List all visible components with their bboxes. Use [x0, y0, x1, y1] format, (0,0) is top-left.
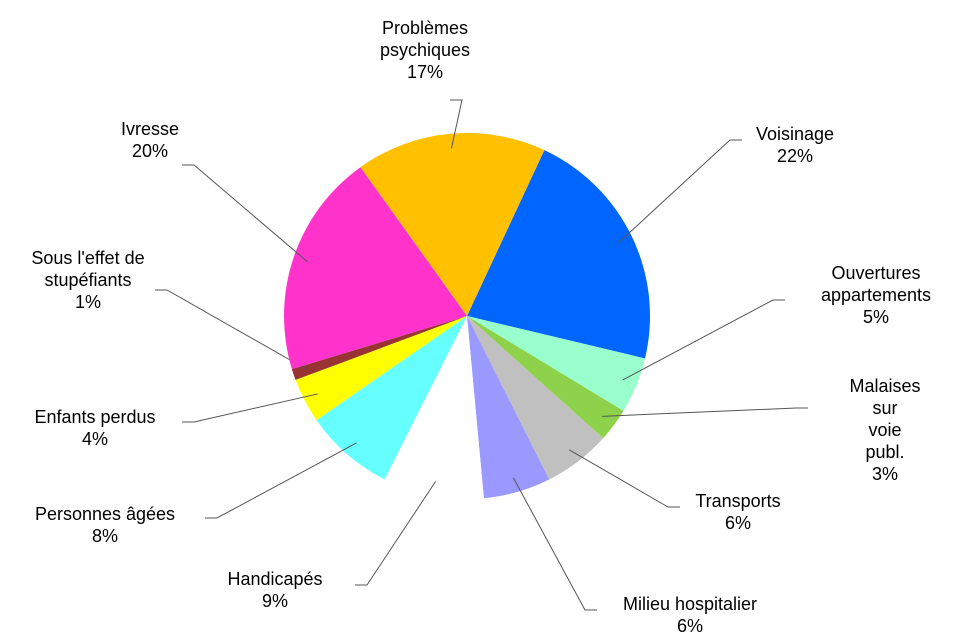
leader-line: [622, 299, 785, 381]
category-name: Problèmes psychiques: [379, 18, 471, 60]
pie-slice: [467, 150, 650, 359]
pie-slice: [295, 316, 467, 421]
category-name: Enfants perdus: [34, 407, 156, 427]
pie-slice: [467, 316, 624, 439]
category-name: Voisinage: [755, 124, 835, 144]
pie-slice: [467, 316, 550, 499]
percent-label: 5%: [862, 307, 890, 327]
category-name: Milieu hospitalier: [622, 594, 758, 614]
leader-line: [155, 289, 308, 371]
pie-slice: [467, 316, 646, 411]
pie-slice: [291, 316, 467, 380]
percent-label: 9%: [261, 591, 288, 611]
leader-line: [512, 477, 597, 611]
leader-line: [205, 442, 357, 519]
slice-label: Malaises sur voie publ. 3%: [849, 375, 920, 485]
category-name: Sous l'effet de stupéfiants: [31, 248, 145, 290]
category-name: Malaises sur voie publ.: [849, 376, 921, 462]
percent-label: 17%: [406, 62, 444, 82]
leader-line: [618, 139, 742, 244]
category-name: Handicapés: [227, 569, 323, 589]
leader-line: [355, 481, 437, 586]
slice-label: Sous l'effet de stupéfiants 1%: [31, 247, 144, 313]
category-name: Transports: [695, 491, 781, 511]
percent-label: 6%: [676, 616, 703, 636]
leader-line: [182, 393, 318, 423]
pie-slice: [316, 316, 467, 480]
slice-label: Ivresse 20%: [121, 118, 179, 162]
percent-label: 20%: [131, 141, 169, 161]
slice-label: Milieu hospitalier 6%: [623, 593, 757, 637]
percent-label: 8%: [91, 526, 119, 546]
pie-slice: [384, 316, 484, 499]
pie-slice: [284, 167, 467, 370]
percent-label: 3%: [871, 464, 898, 484]
percent-label: 1%: [74, 292, 101, 312]
slice-label: Ouvertures appartements 5%: [821, 262, 931, 328]
pie-slice: [467, 316, 604, 480]
slice-label: Transports 6%: [695, 490, 780, 534]
pie-slice: [360, 132, 545, 316]
percent-label: 22%: [776, 146, 814, 166]
leader-line: [182, 164, 308, 263]
category-name: Personnes âgées: [34, 504, 176, 524]
leader-line: [602, 407, 808, 417]
slice-label: Voisinage 22%: [756, 123, 834, 167]
category-name: Ivresse: [120, 119, 180, 139]
leader-line: [568, 449, 680, 508]
slice-label: Personnes âgées 8%: [35, 503, 175, 547]
leader-line: [450, 99, 463, 149]
category-name: Ouvertures appartements: [820, 263, 932, 305]
percent-label: 4%: [81, 429, 109, 449]
slice-label: Handicapés 9%: [227, 568, 322, 612]
slice-label: Problèmes psychiques 17%: [380, 17, 470, 83]
slice-label: Enfants perdus 4%: [34, 406, 155, 450]
percent-label: 6%: [724, 513, 752, 533]
